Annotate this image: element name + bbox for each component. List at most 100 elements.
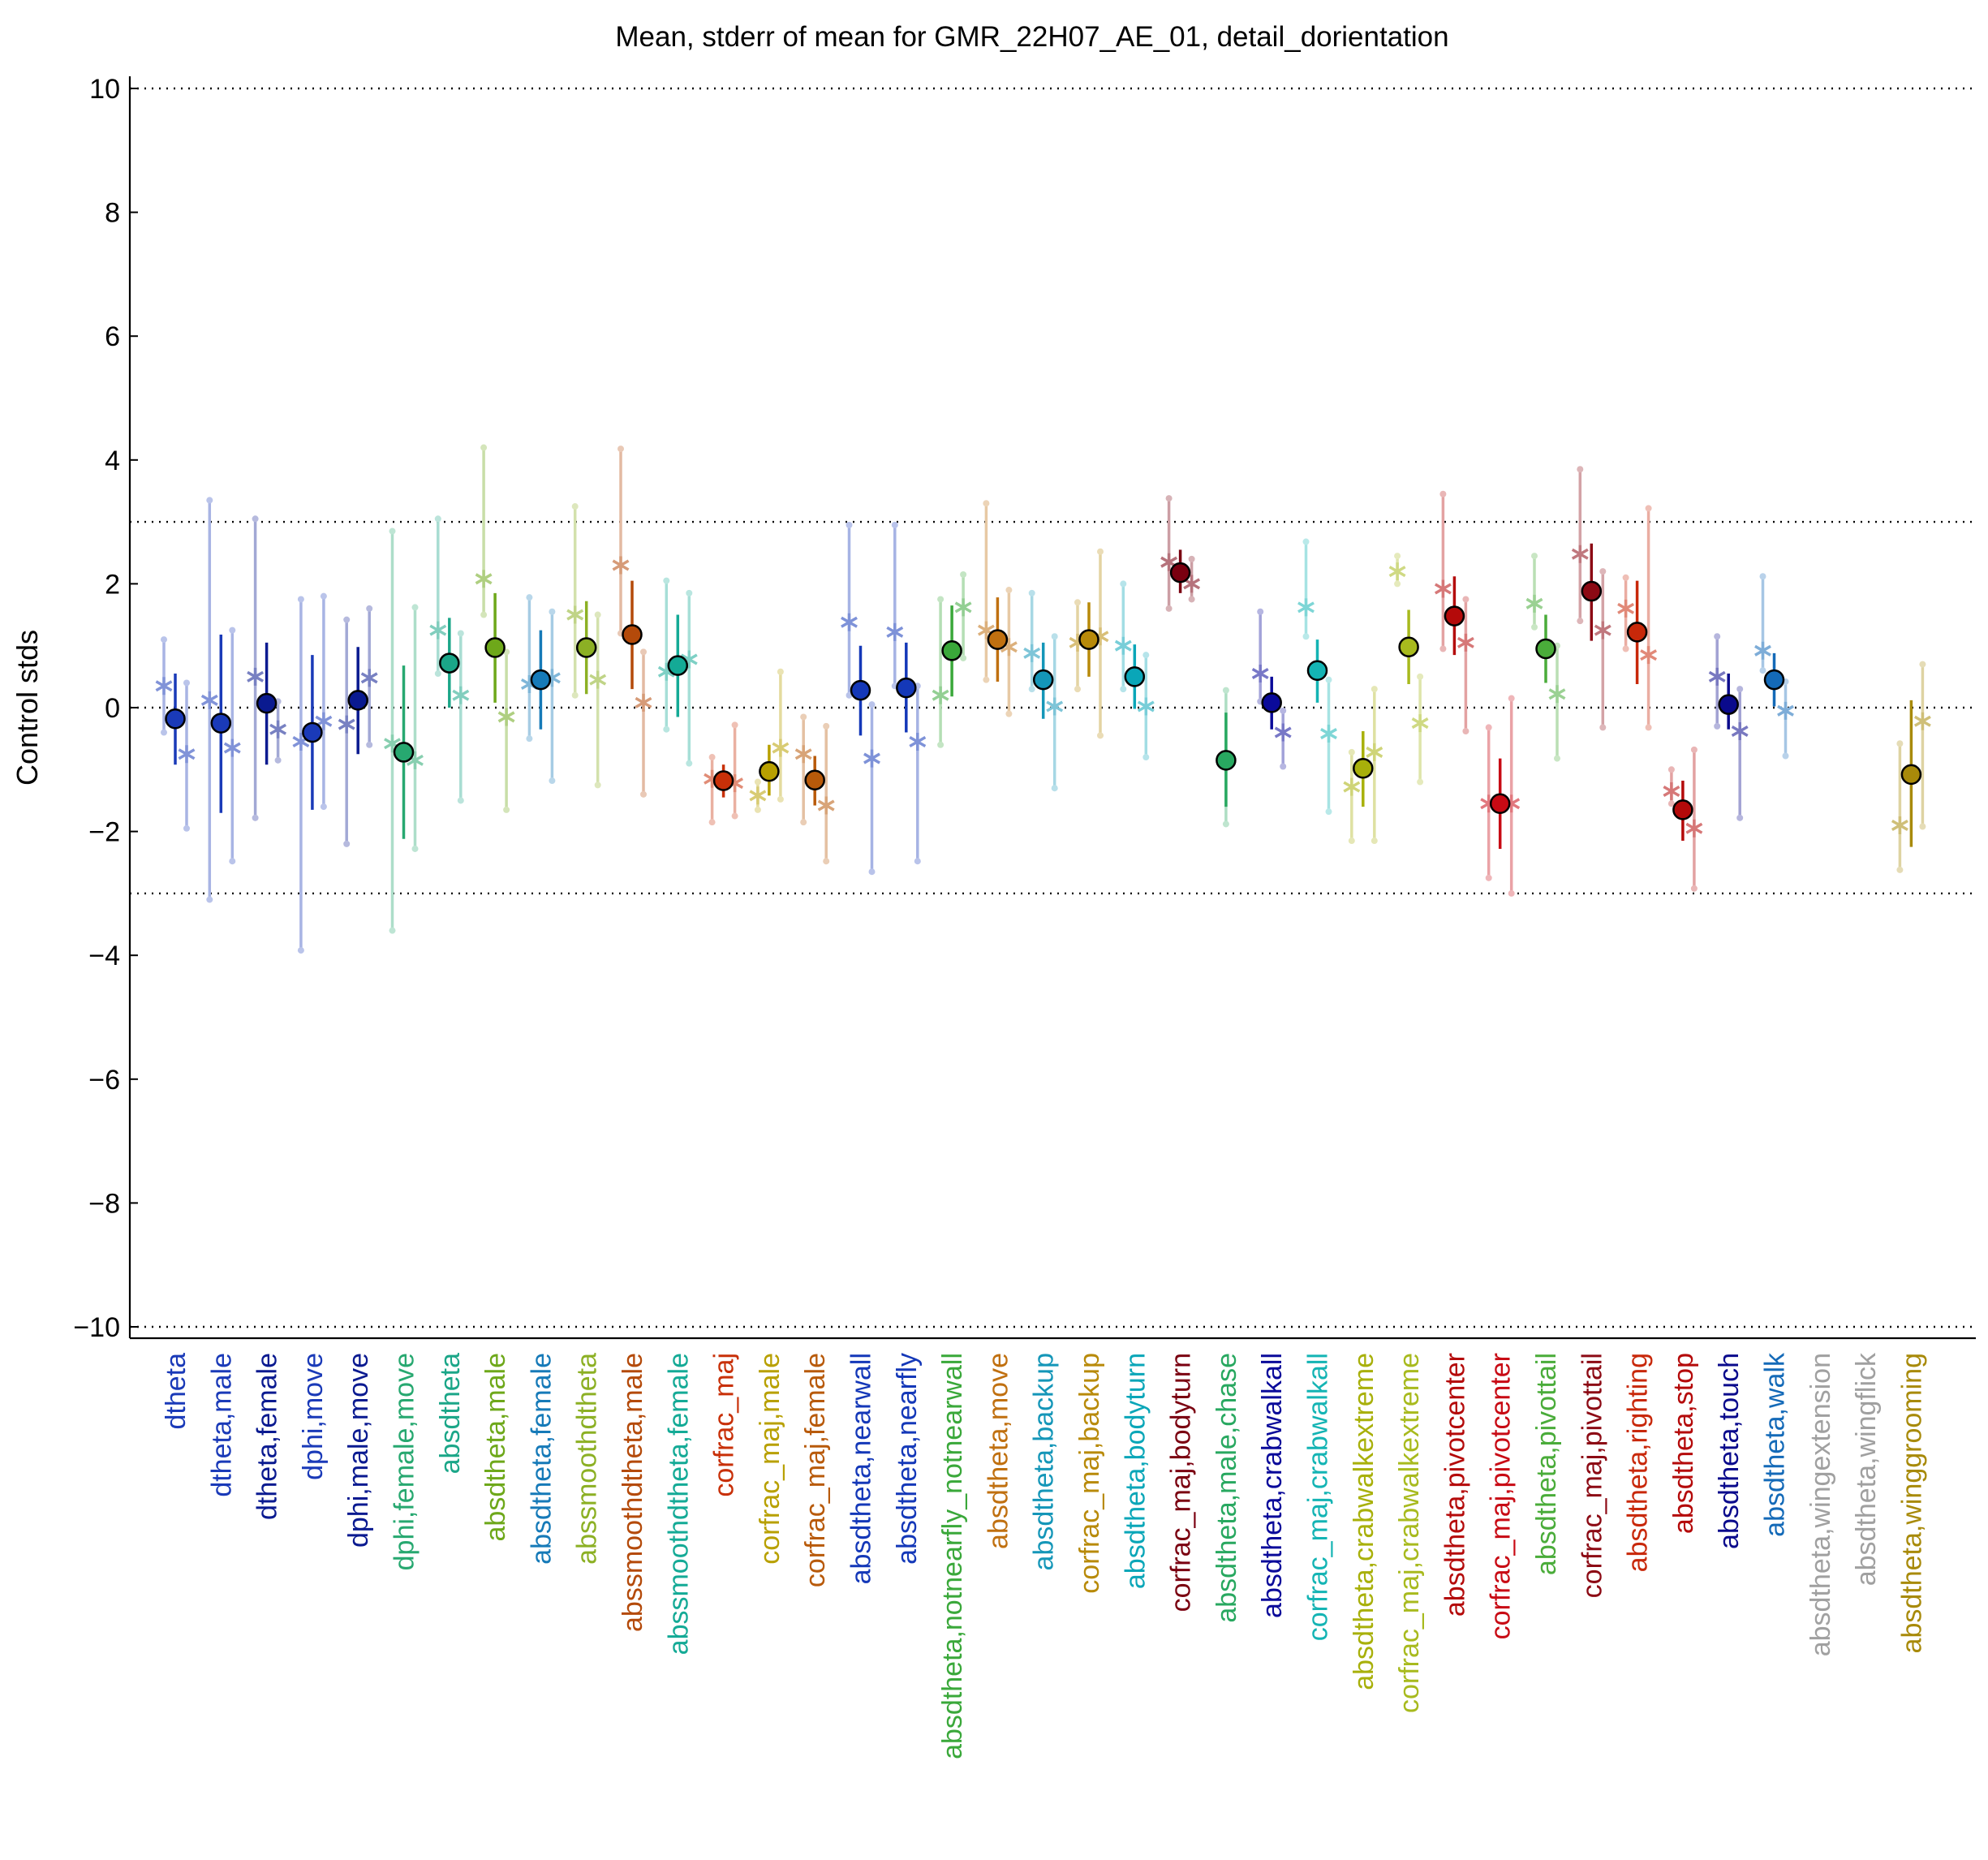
left-star-marker (247, 667, 265, 686)
left-range-end (434, 670, 441, 678)
category-label: corfrac_maj,bodyturn (1166, 1353, 1197, 1612)
left-range-end (480, 444, 488, 451)
y-axis-label: Control stds (11, 630, 44, 786)
right-range-end (274, 756, 282, 764)
right-star-marker (1731, 721, 1749, 740)
right-range-end (549, 608, 556, 615)
right-range-end (1142, 754, 1150, 761)
right-range-end (1005, 710, 1013, 717)
left-star-marker (794, 745, 812, 764)
right-range-end (549, 777, 556, 785)
category-label: absdtheta,pivotcenter (1439, 1353, 1470, 1617)
left-range-end (252, 515, 259, 523)
right-range-end (411, 604, 419, 611)
right-star-marker (223, 738, 241, 757)
left-range-end (1622, 574, 1629, 581)
right-range-end (1371, 837, 1378, 845)
category-label: corfrac_maj,pivotcenter (1486, 1353, 1517, 1639)
right-range-end (366, 741, 373, 748)
category-label: absdtheta,winggrooming (1896, 1353, 1927, 1653)
right-range-end (1690, 746, 1698, 753)
right-range-end (686, 589, 693, 596)
mean-marker (256, 692, 278, 714)
left-range-end (1165, 495, 1173, 502)
category-label: absdtheta,walk (1760, 1352, 1791, 1537)
right-range-end (1417, 778, 1424, 786)
x-axis-labels: dtheta dtheta,male dtheta,female dphi,move d… (161, 1352, 1927, 1759)
category-group (429, 515, 470, 804)
left-range-end (434, 515, 441, 523)
category-label: absdtheta,wingflick (1851, 1352, 1882, 1586)
left-range-end (1348, 837, 1355, 845)
right-range-end (1508, 889, 1515, 897)
right-star-marker (909, 732, 927, 751)
mean-marker (530, 669, 552, 691)
category-group (292, 592, 333, 954)
right-range-end (457, 797, 464, 804)
category-label: absdtheta,bodyturn (1120, 1353, 1151, 1589)
left-range-end (343, 616, 351, 623)
left-star-marker (1251, 665, 1269, 683)
category-label: absdtheta,crabwalkall (1257, 1353, 1288, 1618)
right-star-marker (497, 708, 515, 726)
left-star-marker (200, 691, 218, 709)
category-label: corfrac_maj,crabwalkextreme (1394, 1353, 1425, 1713)
left-range-end (1485, 874, 1492, 881)
right-star-marker (635, 693, 652, 712)
right-star-marker (1366, 743, 1383, 761)
right-range-end (1919, 823, 1926, 830)
mean-marker (484, 637, 506, 658)
mean-marker (347, 690, 368, 711)
left-star-marker (1023, 644, 1041, 662)
left-star-marker (1343, 777, 1361, 796)
mean-marker (804, 769, 825, 791)
right-star-marker (589, 670, 607, 689)
category-group (977, 500, 1018, 717)
category-label: absdtheta,nearwall (846, 1353, 877, 1584)
right-star-marker (1685, 819, 1703, 837)
right-range-end (594, 611, 601, 618)
left-range-end (252, 814, 259, 821)
category-group (794, 713, 835, 865)
mean-marker (1078, 629, 1099, 650)
left-star-marker (1571, 545, 1589, 563)
y-tick-label: −8 (88, 1188, 120, 1219)
mean-marker (759, 760, 780, 782)
left-star-marker (749, 786, 767, 805)
mean-marker (1626, 622, 1648, 643)
right-star-marker (1411, 714, 1429, 733)
right-star-marker (1274, 723, 1292, 742)
left-range-end (1165, 605, 1173, 612)
mean-marker (1672, 799, 1693, 820)
y-tick-label: 10 (89, 74, 120, 105)
left-range-end (571, 503, 579, 510)
category-label: absdtheta,move (983, 1353, 1013, 1549)
category-label: dtheta,male (206, 1353, 237, 1497)
left-range-end (1714, 633, 1721, 640)
left-star-marker (338, 715, 355, 734)
right-star-marker (360, 669, 378, 687)
left-star-marker (1114, 636, 1132, 655)
category-group (932, 570, 972, 748)
category-label: absdtheta,nearfly (892, 1353, 923, 1565)
left-range-end (1759, 573, 1766, 580)
left-star-marker (475, 570, 493, 588)
left-range-end (617, 446, 624, 453)
right-range-end (411, 845, 419, 852)
left-star-marker (1388, 562, 1406, 581)
left-range-end (983, 676, 990, 683)
right-range-end (1188, 555, 1195, 562)
category-label: corfrac_maj,crabwalkall (1303, 1353, 1334, 1641)
left-star-marker (1663, 782, 1680, 801)
category-group (1708, 633, 1749, 821)
mean-marker (1216, 750, 1237, 771)
mean-marker (302, 721, 323, 743)
right-star-marker (817, 796, 835, 815)
left-range-end (1759, 667, 1766, 674)
right-range-end (1371, 686, 1378, 693)
category-group (1069, 548, 1109, 739)
y-tick-label: 6 (105, 321, 120, 352)
category-group (1114, 580, 1155, 761)
right-range-end (503, 806, 510, 813)
mean-marker (1444, 605, 1465, 626)
